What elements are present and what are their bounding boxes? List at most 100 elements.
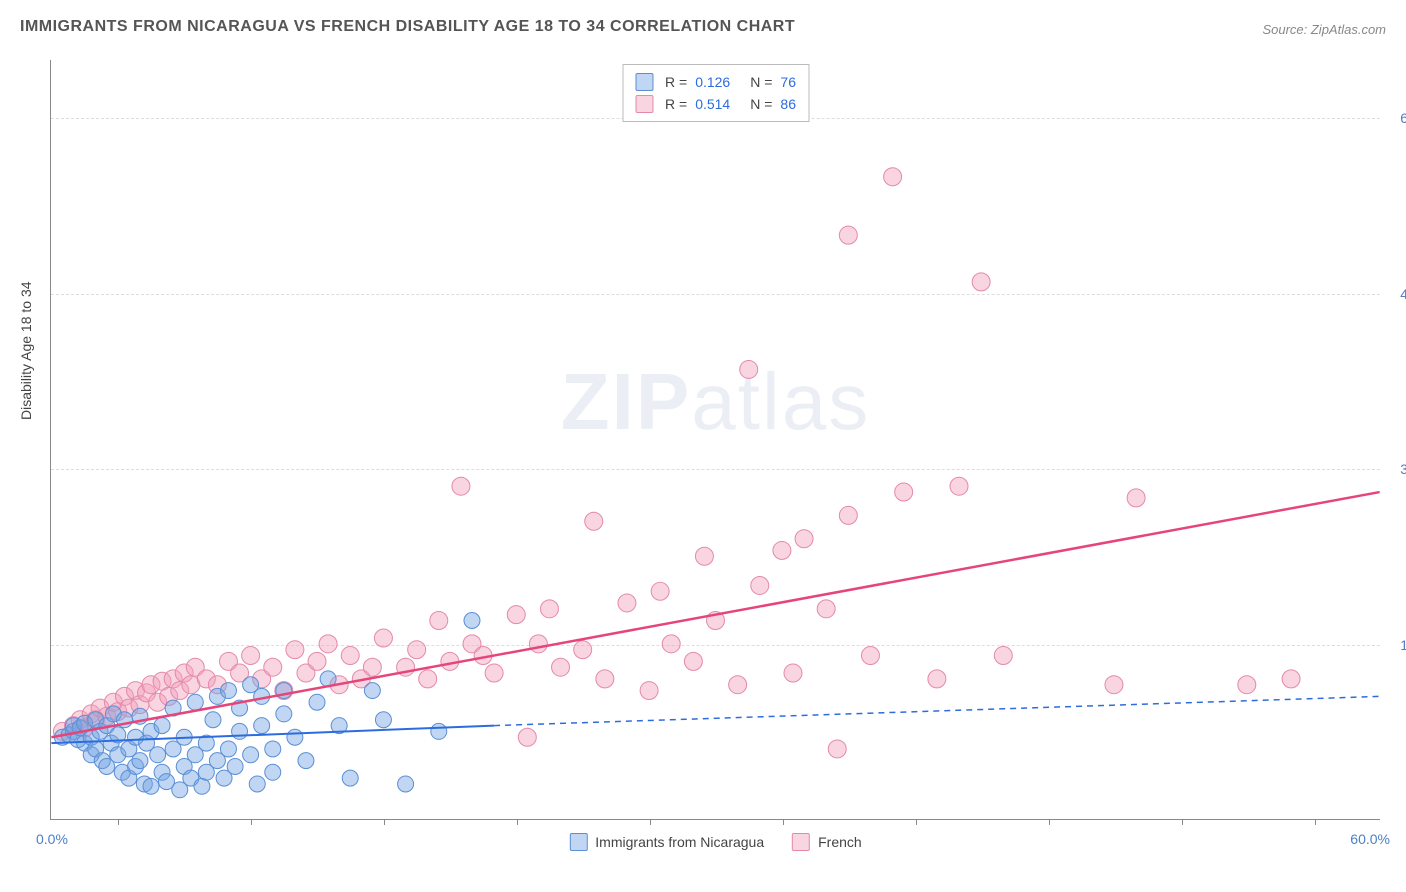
pink-point	[1105, 676, 1123, 694]
pink-point	[507, 606, 525, 624]
blue-point	[375, 712, 391, 728]
pink-point	[518, 728, 536, 746]
pink-point	[574, 641, 592, 659]
pink-point	[552, 658, 570, 676]
blue-point	[464, 613, 480, 629]
pink-point	[408, 641, 426, 659]
blue-point	[298, 753, 314, 769]
pink-point	[695, 547, 713, 565]
x-tick	[384, 819, 385, 825]
blue-point	[194, 778, 210, 794]
pink-point	[895, 483, 913, 501]
pink-point	[784, 664, 802, 682]
pink-point	[828, 740, 846, 758]
regression-line-blue-dash	[494, 696, 1380, 725]
swatch-pink	[792, 833, 810, 851]
r-label: R =	[665, 96, 687, 112]
pink-point	[485, 664, 503, 682]
x-tick	[1049, 819, 1050, 825]
blue-point	[265, 764, 281, 780]
pink-point	[1127, 489, 1145, 507]
pink-point	[684, 652, 702, 670]
x-tick	[1315, 819, 1316, 825]
stats-row-blue: R = 0.126 N = 76	[635, 71, 796, 93]
pink-point	[540, 600, 558, 618]
pink-point	[839, 226, 857, 244]
pink-point	[286, 641, 304, 659]
n-label: N =	[750, 96, 772, 112]
blue-point	[276, 706, 292, 722]
pink-point	[529, 635, 547, 653]
x-tick	[783, 819, 784, 825]
pink-point	[994, 647, 1012, 665]
pink-point	[308, 652, 326, 670]
blue-point	[243, 747, 259, 763]
x-tick	[517, 819, 518, 825]
pink-point	[363, 658, 381, 676]
blue-point	[265, 741, 281, 757]
x-tick	[916, 819, 917, 825]
n-value-blue: 76	[780, 74, 796, 90]
r-label: R =	[665, 74, 687, 90]
blue-point	[132, 753, 148, 769]
r-value-pink: 0.514	[695, 96, 730, 112]
blue-point	[187, 694, 203, 710]
y-tick-label: 30.0%	[1385, 461, 1406, 477]
blue-point	[227, 758, 243, 774]
pink-point	[751, 576, 769, 594]
legend-label-blue: Immigrants from Nicaragua	[595, 834, 764, 850]
series-legend: Immigrants from Nicaragua French	[569, 833, 861, 851]
pink-point	[430, 612, 448, 630]
pink-point	[651, 582, 669, 600]
pink-point	[374, 629, 392, 647]
swatch-blue	[635, 73, 653, 91]
blue-point	[254, 718, 270, 734]
swatch-blue	[569, 833, 587, 851]
stats-row-pink: R = 0.514 N = 86	[635, 93, 796, 115]
pink-point	[585, 512, 603, 530]
blue-point	[232, 723, 248, 739]
swatch-pink	[635, 95, 653, 113]
x-tick	[650, 819, 651, 825]
pink-point	[1238, 676, 1256, 694]
stats-legend: R = 0.126 N = 76 R = 0.514 N = 86	[622, 64, 809, 122]
x-tick	[1182, 819, 1183, 825]
pink-point	[950, 477, 968, 495]
pink-point	[264, 658, 282, 676]
y-axis-label: Disability Age 18 to 34	[18, 281, 34, 420]
x-origin-label: 0.0%	[36, 831, 68, 847]
pink-point	[861, 647, 879, 665]
x-tick	[251, 819, 252, 825]
pink-point	[773, 541, 791, 559]
blue-point	[364, 683, 380, 699]
n-value-pink: 86	[780, 96, 796, 112]
pink-point	[452, 477, 470, 495]
pink-point	[618, 594, 636, 612]
legend-label-pink: French	[818, 834, 862, 850]
blue-point	[205, 712, 221, 728]
pink-point	[795, 530, 813, 548]
n-label: N =	[750, 74, 772, 90]
pink-point	[419, 670, 437, 688]
blue-point	[287, 729, 303, 745]
x-tick	[118, 819, 119, 825]
regression-line-pink	[51, 492, 1379, 737]
x-max-label: 60.0%	[1350, 831, 1390, 847]
pink-point	[928, 670, 946, 688]
pink-point	[884, 168, 902, 186]
blue-point	[154, 718, 170, 734]
pink-point	[242, 647, 260, 665]
pink-point	[341, 647, 359, 665]
blue-point	[398, 776, 414, 792]
blue-point	[220, 741, 236, 757]
pink-point	[596, 670, 614, 688]
pink-point	[740, 360, 758, 378]
blue-point	[143, 778, 159, 794]
blue-point	[220, 683, 236, 699]
chart-svg	[51, 60, 1380, 819]
pink-point	[319, 635, 337, 653]
plot-area: ZIPatlas R = 0.126 N = 76 R = 0.514 N = …	[50, 60, 1380, 820]
blue-point	[309, 694, 325, 710]
source-attribution: Source: ZipAtlas.com	[1262, 22, 1386, 37]
chart-title: IMMIGRANTS FROM NICARAGUA VS FRENCH DISA…	[20, 18, 795, 36]
